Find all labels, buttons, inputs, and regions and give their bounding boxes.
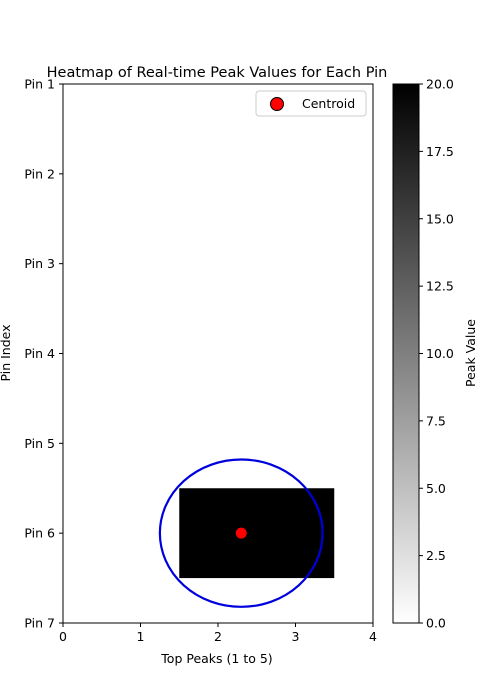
colorbar-tick-label: 10.0 bbox=[426, 346, 454, 361]
colorbar-gradient bbox=[392, 83, 420, 624]
colorbar-tick-label: 2.5 bbox=[426, 548, 446, 563]
colorbar-tick-label: 7.5 bbox=[426, 413, 446, 428]
x-axis-label: Top Peaks (1 to 5) bbox=[160, 651, 272, 666]
legend-box bbox=[255, 90, 367, 117]
colorbar-tick-label: 5.0 bbox=[426, 481, 446, 496]
heatmap-cell bbox=[179, 488, 335, 579]
heatmap-cells bbox=[179, 488, 335, 579]
colorbar-ticks: 0.0 2.5 5.0 7.5 10.0 12.5 15.0 17.5 20.0 bbox=[419, 77, 454, 631]
x-tick-label: 2 bbox=[214, 629, 222, 644]
highlight-circle bbox=[158, 458, 324, 608]
legend: Centroid bbox=[255, 90, 367, 117]
legend-centroid-label: Centroid bbox=[302, 96, 355, 111]
x-tick-label: 4 bbox=[369, 629, 377, 644]
y-axis: Pin 1 Pin 2 Pin 3 Pin 4 Pin 5 Pin 6 Pin 7 bbox=[24, 77, 63, 631]
colorbar: 0.0 2.5 5.0 7.5 10.0 12.5 15.0 17.5 20.0 Peak Va… bbox=[392, 77, 478, 631]
y-axis-label: Pin Index bbox=[0, 324, 13, 381]
y-tick-label: Pin 5 bbox=[24, 436, 55, 451]
x-tick-label: 0 bbox=[59, 629, 67, 644]
y-tick-label: Pin 2 bbox=[24, 166, 55, 181]
y-tick-label: Pin 3 bbox=[24, 256, 55, 271]
y-tick-label: Pin 1 bbox=[24, 77, 55, 92]
colorbar-tick-label: 15.0 bbox=[426, 211, 454, 226]
chart-title: Heatmap of Real-time Peak Values for Eac… bbox=[47, 65, 388, 81]
centroid-point bbox=[235, 527, 247, 539]
overlay-layer bbox=[158, 458, 324, 608]
x-axis: 0 1 2 3 4 bbox=[59, 623, 377, 644]
colorbar-label: Peak Value bbox=[463, 319, 478, 387]
x-tick-label: 3 bbox=[292, 629, 300, 644]
colorbar-tick-label: 17.5 bbox=[426, 144, 454, 159]
colorbar-tick-label: 0.0 bbox=[426, 616, 446, 631]
legend-centroid-marker bbox=[270, 97, 284, 111]
x-tick-label: 1 bbox=[137, 629, 145, 644]
y-tick-label: Pin 6 bbox=[24, 526, 55, 541]
colorbar-tick-label: 12.5 bbox=[426, 279, 454, 294]
colorbar-tick-label: 20.0 bbox=[426, 77, 454, 92]
y-tick-label: Pin 7 bbox=[24, 616, 55, 631]
plot-area bbox=[62, 83, 374, 624]
y-tick-label: Pin 4 bbox=[24, 346, 55, 361]
